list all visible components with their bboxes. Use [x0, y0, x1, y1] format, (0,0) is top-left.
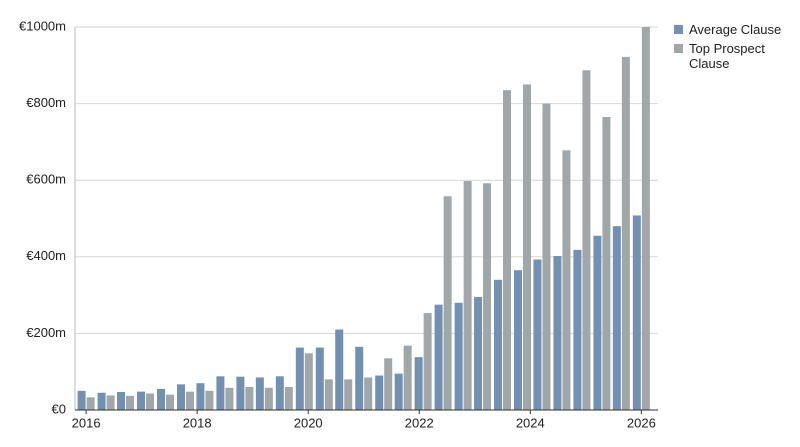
- bar: [582, 70, 591, 411]
- y-tick-label: €200m: [26, 325, 66, 340]
- bar: [284, 387, 293, 410]
- y-tick-label: €1000m: [19, 18, 66, 33]
- x-tick-label: 2018: [183, 415, 212, 430]
- bar: [106, 395, 115, 410]
- bar: [355, 346, 364, 410]
- x-tick-label: 2020: [294, 415, 323, 430]
- bar: [77, 390, 86, 410]
- bar: [176, 384, 185, 410]
- legend: Average Clause Top Prospect Clause: [674, 22, 786, 75]
- bar: [463, 180, 472, 410]
- legend-label: Average Clause: [689, 22, 782, 37]
- bar: [602, 117, 611, 410]
- legend-label: Top Prospect Clause: [689, 41, 765, 71]
- bar: [236, 376, 245, 410]
- x-tick-label: 2026: [627, 415, 656, 430]
- bar: [474, 297, 483, 410]
- bar: [593, 235, 602, 410]
- bar: [225, 387, 234, 410]
- bar: [394, 373, 403, 410]
- bar: [553, 256, 562, 410]
- bar: [514, 270, 523, 410]
- bar: [295, 347, 304, 410]
- bar: [494, 279, 503, 410]
- bar: [364, 377, 373, 410]
- bar: [216, 376, 225, 410]
- y-tick-label: €800m: [26, 95, 66, 110]
- bar: [157, 388, 166, 410]
- legend-swatch: [674, 25, 683, 34]
- bar: [275, 376, 284, 410]
- bar: [137, 391, 146, 410]
- bar: [403, 345, 412, 410]
- bar: [443, 196, 452, 410]
- bar: [97, 392, 106, 410]
- bar: [621, 56, 630, 411]
- bar: [264, 387, 273, 410]
- bar: [612, 226, 621, 410]
- bar: [434, 304, 443, 410]
- legend-item: Average Clause: [674, 22, 786, 37]
- bar: [523, 84, 532, 410]
- bar: [166, 394, 175, 410]
- legend-item: Top Prospect Clause: [674, 41, 786, 71]
- bar: [315, 347, 324, 410]
- bar: [324, 379, 333, 410]
- y-tick-label: €600m: [26, 172, 66, 187]
- bar: [454, 302, 463, 410]
- bar: [344, 379, 353, 410]
- bar: [126, 395, 135, 410]
- bar: [146, 393, 155, 410]
- y-tick-label: €400m: [26, 248, 66, 263]
- x-tick-label: 2022: [405, 415, 434, 430]
- bar: [245, 387, 254, 410]
- bar: [304, 353, 313, 410]
- bar: [641, 27, 650, 410]
- bar: [375, 375, 384, 410]
- y-tick-label: €0: [52, 401, 66, 416]
- bar: [205, 390, 214, 410]
- bar: [573, 249, 582, 410]
- bar: [384, 358, 393, 410]
- bar: [86, 397, 95, 410]
- bar: [632, 215, 641, 410]
- bar: [335, 329, 344, 410]
- bar: [533, 259, 542, 410]
- bar: [196, 383, 205, 410]
- bar: [483, 183, 492, 410]
- legend-swatch: [674, 44, 683, 53]
- bar: [503, 90, 512, 410]
- bar: [562, 150, 571, 411]
- bar: [255, 377, 264, 410]
- x-tick-label: 2024: [516, 415, 545, 430]
- bar: [185, 391, 194, 410]
- x-tick-label: 2016: [72, 415, 101, 430]
- bar: [414, 357, 423, 410]
- bar: [117, 391, 126, 410]
- bar: [423, 313, 432, 410]
- bar: [542, 103, 551, 410]
